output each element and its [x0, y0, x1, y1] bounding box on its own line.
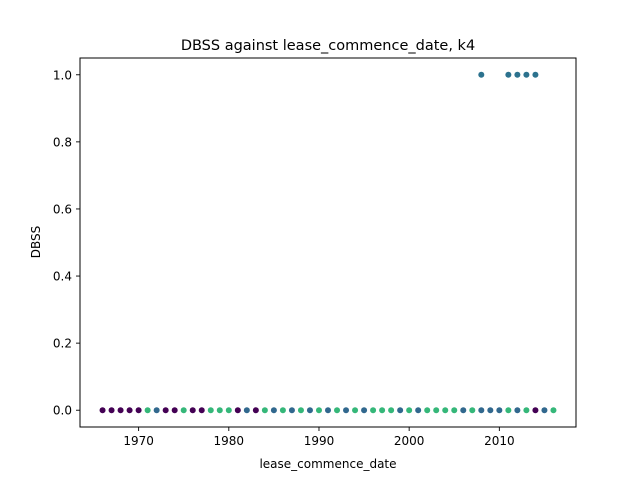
data-point: [478, 71, 485, 78]
data-point: [523, 407, 530, 414]
data-point: [99, 407, 106, 414]
data-point: [523, 71, 530, 78]
x-tick-label: 2010: [484, 434, 515, 448]
data-point: [397, 407, 404, 414]
data-point: [171, 407, 178, 414]
data-point: [370, 407, 377, 414]
data-point: [388, 407, 395, 414]
x-tick-label: 1990: [304, 434, 335, 448]
data-point: [261, 407, 268, 414]
data-point: [315, 407, 322, 414]
data-point: [550, 407, 557, 414]
data-point: [270, 407, 277, 414]
y-axis-label: DBSS: [29, 226, 43, 259]
x-tick-label: 1980: [214, 434, 245, 448]
x-tick-label: 2000: [394, 434, 425, 448]
points-layer: [99, 71, 557, 414]
y-tick-label: 0.4: [53, 270, 72, 284]
data-point: [153, 407, 160, 414]
x-axis-label: lease_commence_date: [259, 457, 396, 471]
plot-frame: [79, 57, 577, 428]
data-point: [207, 407, 214, 414]
y-tick-label: 1.0: [53, 68, 72, 82]
data-point: [532, 71, 539, 78]
data-point: [505, 71, 512, 78]
data-point: [505, 407, 512, 414]
data-point: [343, 407, 350, 414]
data-point: [108, 407, 115, 414]
data-point: [117, 407, 124, 414]
data-point: [442, 407, 449, 414]
data-point: [288, 407, 295, 414]
y-tick-label: 0.2: [53, 337, 72, 351]
data-point: [198, 407, 205, 414]
data-point: [325, 407, 331, 414]
data-point: [144, 407, 151, 414]
data-point: [415, 407, 422, 414]
y-ticks: 0.0 0.2 0.4 0.6 0.8 1.0: [53, 68, 80, 418]
data-point: [306, 407, 313, 414]
x-ticks: 1970 1980 1990 2000 2010: [123, 427, 515, 448]
data-point: [225, 407, 232, 414]
data-point: [126, 407, 133, 414]
data-point: [361, 407, 368, 414]
data-point: [541, 407, 548, 414]
data-point: [424, 407, 431, 414]
data-point: [352, 407, 359, 414]
data-point: [514, 407, 521, 414]
data-point: [135, 407, 142, 414]
data-point: [180, 407, 187, 414]
data-point: [379, 407, 386, 414]
x-tick-label: 1970: [123, 434, 154, 448]
y-tick-label: 0.6: [53, 202, 72, 216]
data-point: [460, 407, 467, 414]
y-tick-label: 0.0: [53, 404, 72, 418]
data-point: [433, 407, 440, 414]
data-point: [162, 407, 169, 414]
data-point: [451, 407, 458, 414]
data-point: [243, 407, 250, 414]
data-point: [297, 407, 304, 414]
data-point: [406, 407, 413, 414]
data-point: [216, 407, 223, 414]
data-point: [496, 407, 503, 414]
data-point: [189, 407, 196, 414]
data-point: [469, 407, 476, 414]
data-point: [279, 407, 286, 414]
data-point: [532, 407, 539, 414]
y-tick-label: 0.8: [53, 135, 72, 149]
data-point: [514, 71, 521, 78]
data-point: [252, 407, 259, 414]
data-point: [478, 407, 485, 414]
data-point: [334, 407, 341, 414]
data-point: [487, 407, 494, 414]
chart-title: DBSS against lease_commence_date, k4: [181, 38, 475, 54]
data-point: [234, 407, 241, 414]
